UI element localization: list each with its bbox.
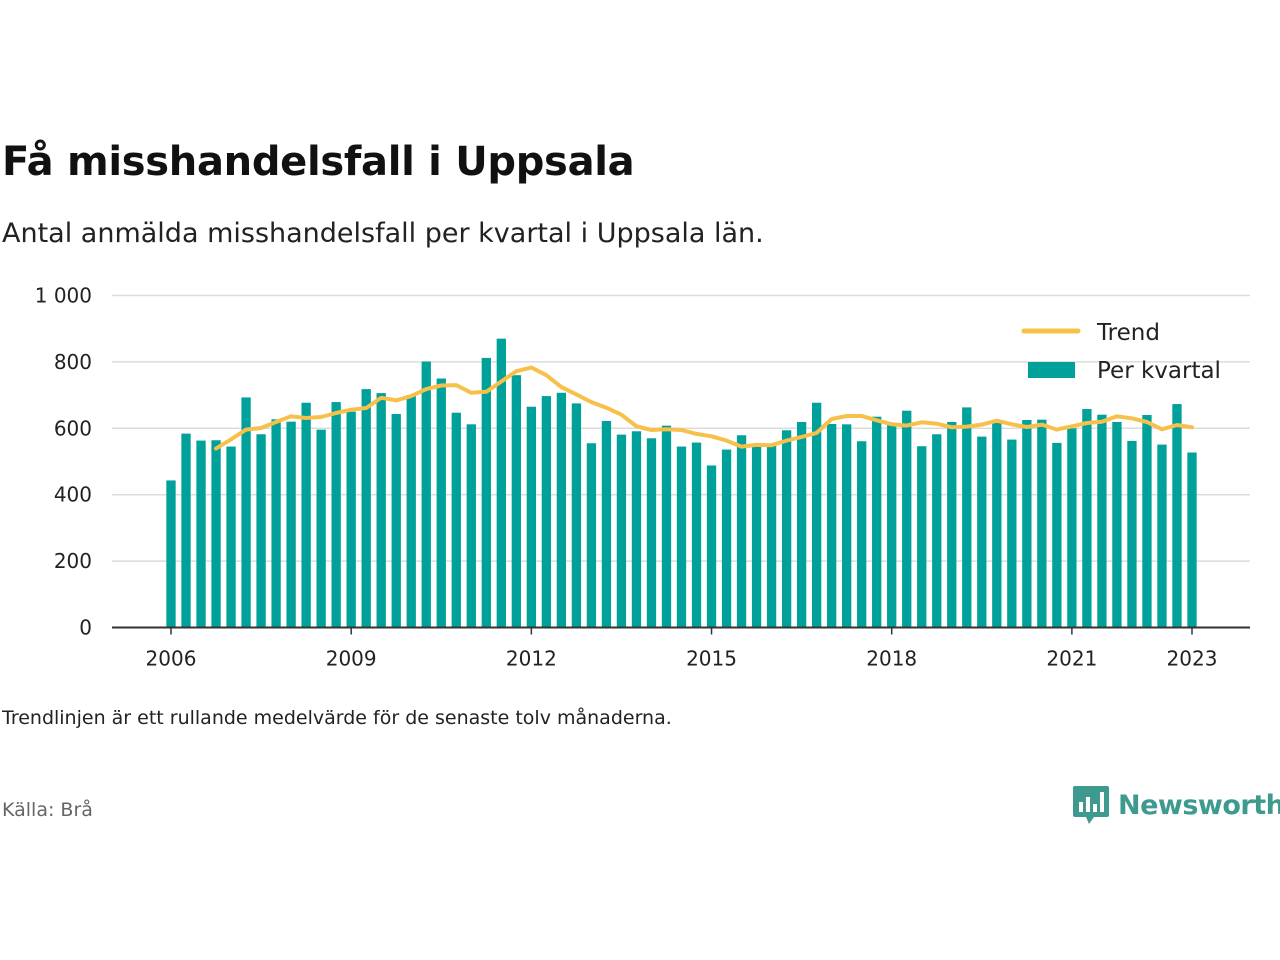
bar [1172, 404, 1182, 628]
bar [1142, 415, 1152, 628]
x-tick-label: 2009 [326, 647, 377, 671]
bar [1022, 420, 1032, 628]
bar [556, 392, 567, 628]
x-tick-label: 2015 [686, 647, 737, 671]
bar [376, 393, 386, 628]
bar [691, 442, 702, 628]
bar [857, 441, 867, 628]
bar [932, 434, 942, 628]
bar [1007, 439, 1017, 628]
legend-bars-label: Per kvartal [1097, 358, 1221, 384]
bar [361, 389, 371, 628]
legend-trend-label: Trend [1096, 320, 1160, 346]
y-tick-label: 1 000 [35, 284, 92, 308]
bar [421, 361, 431, 628]
y-tick-label: 0 [79, 616, 92, 640]
bar [256, 434, 266, 628]
bar [992, 422, 1002, 628]
bar [721, 449, 732, 628]
chart-subtitle: Antal anmälda misshandelsfall per kvarta… [2, 218, 764, 249]
bar [526, 406, 537, 628]
y-tick-label: 600 [54, 416, 92, 440]
bar [226, 446, 236, 628]
bar [571, 403, 582, 628]
bar [1067, 428, 1077, 628]
bar [1082, 409, 1092, 628]
bar [962, 407, 972, 628]
x-tick-label: 2006 [146, 647, 197, 671]
bars-per-kvartal [166, 338, 1197, 628]
bar [781, 430, 792, 628]
bar [917, 446, 927, 628]
bar [196, 440, 206, 628]
bar [631, 431, 642, 628]
bar [872, 416, 882, 628]
bar [436, 378, 446, 628]
x-tick-label: 2021 [1046, 647, 1097, 671]
bar [826, 423, 837, 628]
bar [751, 445, 762, 628]
bar [586, 443, 597, 628]
bar [646, 438, 657, 628]
bar [1112, 421, 1122, 628]
bar [496, 338, 506, 628]
bar [842, 424, 852, 628]
bar [706, 465, 717, 628]
bar [286, 421, 296, 628]
chart-title: Få misshandelsfall i Uppsala [2, 139, 635, 185]
x-axis-ticks: 2006 2009 2012 2015 2018 2021 2023 [146, 627, 1218, 671]
bar [346, 411, 356, 628]
bar [481, 357, 491, 628]
bar [902, 410, 912, 628]
bar [271, 419, 281, 628]
bar [977, 436, 987, 628]
bar [1097, 414, 1107, 628]
bar [676, 446, 687, 628]
bar [466, 424, 476, 628]
bar [211, 440, 221, 628]
bar [301, 402, 311, 628]
bar [181, 433, 191, 628]
bar [947, 421, 957, 628]
y-tick-label: 800 [54, 350, 92, 374]
bar [766, 443, 777, 628]
bar [391, 414, 401, 628]
y-axis-ticks: 0 200 400 600 800 1 000 [35, 284, 92, 640]
bar [331, 402, 341, 628]
x-tick-label: 2018 [866, 647, 917, 671]
newsworthy-logo: Newsworthy [1072, 784, 1280, 826]
x-tick-label: 2012 [506, 647, 557, 671]
chart-note: Trendlinjen är ett rullande medelvärde f… [2, 707, 672, 729]
bar [601, 420, 612, 628]
bar [166, 480, 176, 628]
bar [241, 397, 251, 628]
legend: Trend Per kvartal [1021, 320, 1221, 384]
trend-line [214, 365, 1194, 451]
bar [541, 396, 552, 628]
bar [661, 425, 672, 628]
bar [616, 434, 627, 628]
bar [736, 435, 747, 628]
bar [1187, 452, 1197, 628]
y-tick-label: 200 [54, 549, 92, 573]
bar [1052, 442, 1062, 628]
x-tick-label: 2023 [1167, 647, 1218, 671]
bar [811, 402, 822, 628]
bar [451, 412, 461, 628]
bar [316, 429, 326, 628]
bar [1127, 440, 1137, 628]
bar [1037, 419, 1047, 628]
bar [406, 395, 416, 628]
bar [1157, 444, 1167, 628]
y-tick-label: 400 [54, 483, 92, 507]
newsworthy-logo-text: Newsworthy [1118, 789, 1280, 821]
source-text: Källa: Brå [2, 799, 93, 821]
legend-bars-swatch [1028, 362, 1075, 378]
bar [887, 424, 897, 628]
bar [511, 375, 521, 628]
newsworthy-logo-icon [1073, 786, 1109, 824]
bar [796, 421, 807, 628]
